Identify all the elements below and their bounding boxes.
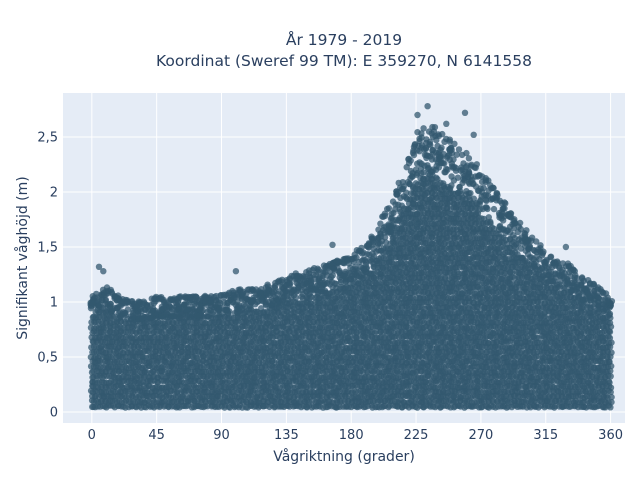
data-point [124,306,132,313]
data-point [431,124,439,131]
data-points [87,103,616,411]
data-point [314,265,321,272]
data-point [286,281,293,289]
data-point [427,153,434,160]
data-point [176,294,183,301]
chart-subtitle: Koordinat (Sweref 99 TM): E 359270, N 61… [156,52,532,70]
data-point [405,159,413,167]
data-point [384,205,391,213]
data-point [426,140,433,148]
data-point [329,272,336,279]
data-point [209,309,217,316]
chart-title: År 1979 - 2019 [286,30,402,49]
data-point [271,285,279,292]
data-point [418,130,425,137]
data-point [292,294,300,301]
data-point [226,308,233,315]
